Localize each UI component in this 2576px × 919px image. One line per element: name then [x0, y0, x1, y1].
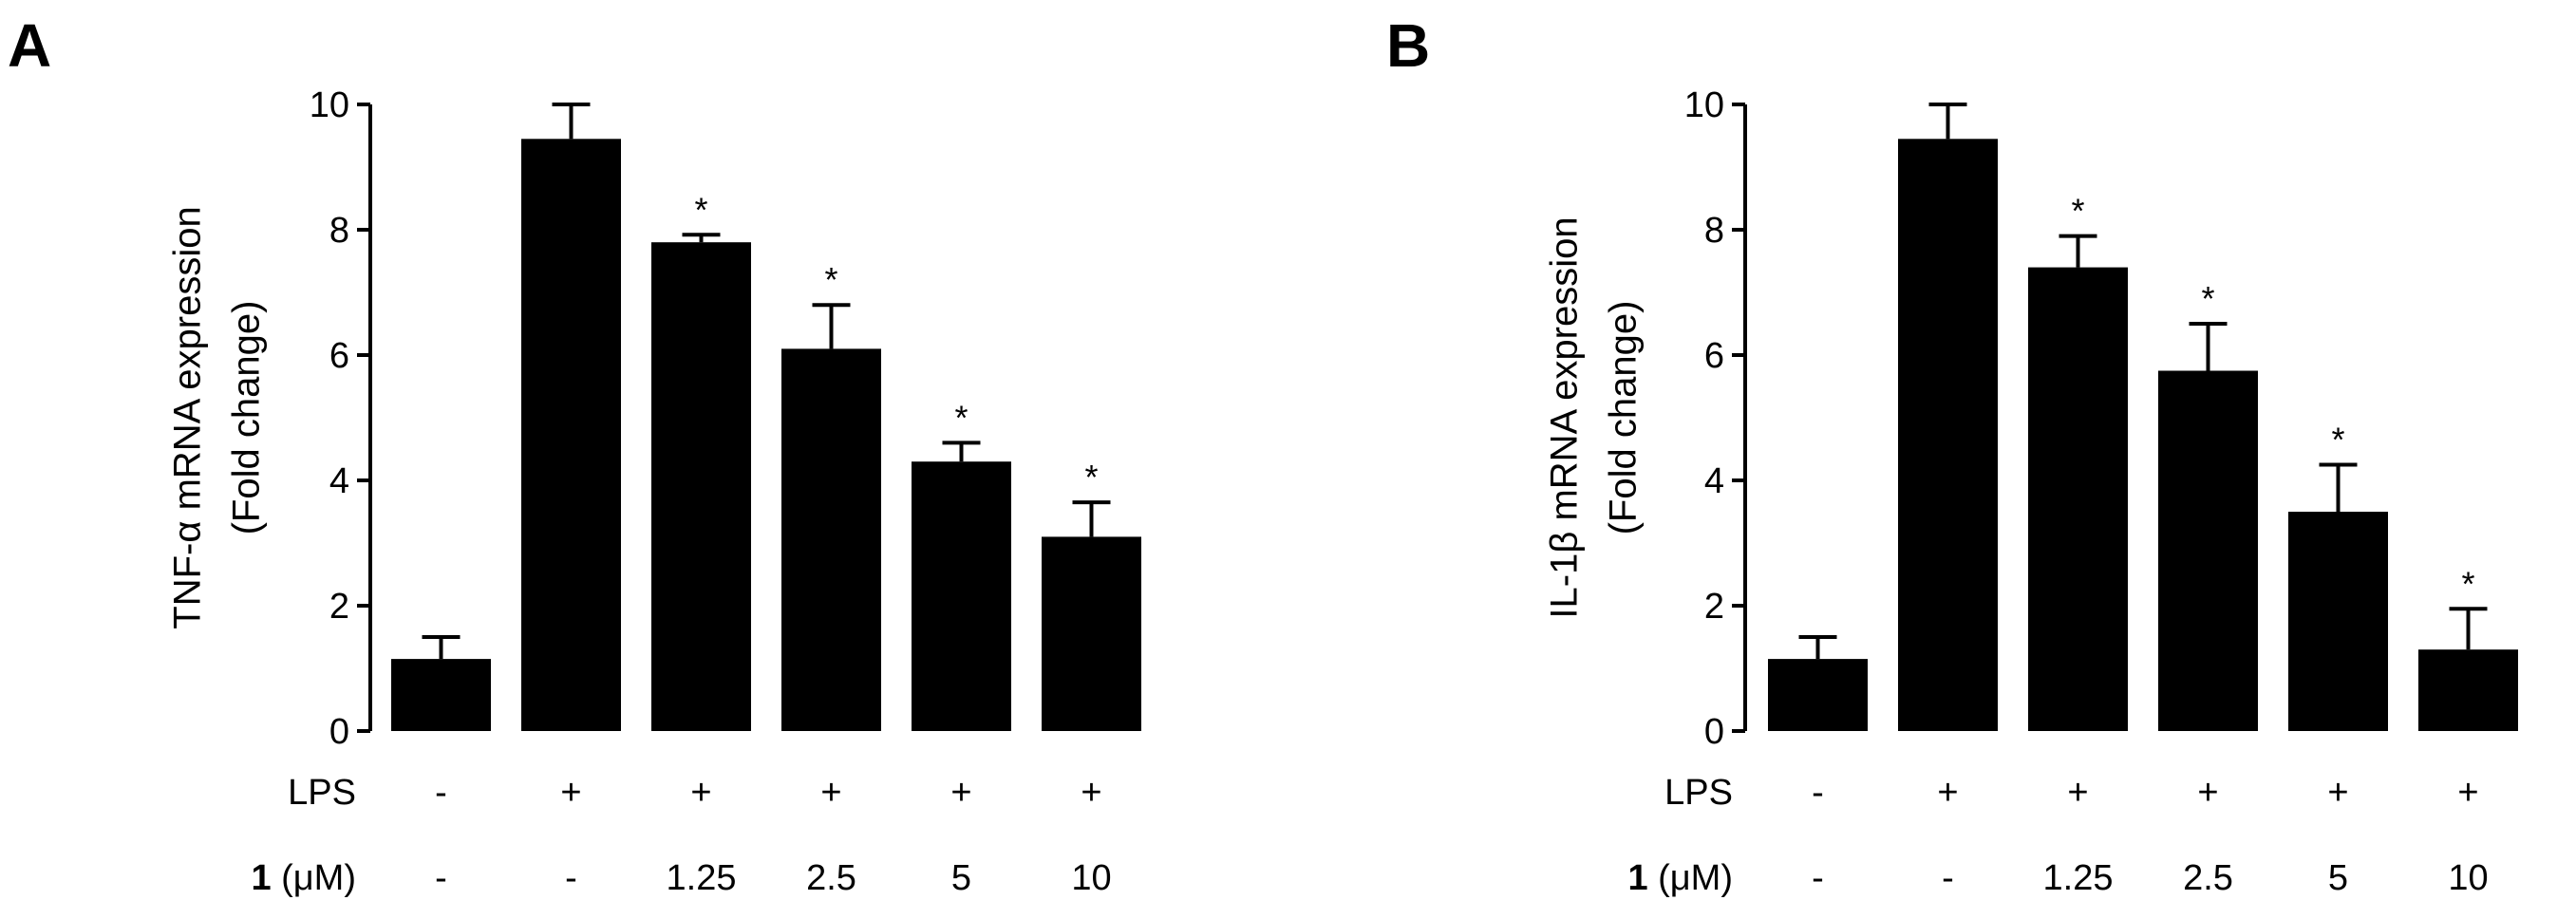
- compound-concentration-label: 1.25: [667, 858, 737, 898]
- row-label-lps: LPS: [1664, 773, 1733, 813]
- bar: [2028, 267, 2128, 731]
- y-axis-title-unit: (Fold change): [1603, 301, 1645, 535]
- y-tick-label: 2: [329, 587, 349, 627]
- bar: [1768, 659, 1868, 731]
- significance-star: *: [954, 398, 968, 437]
- panel-letter: B: [1386, 11, 1430, 80]
- compound-concentration-label: 5: [951, 858, 971, 898]
- compound-concentration-label: -: [565, 858, 577, 898]
- compound-number: 1: [251, 858, 271, 898]
- chart-panel-a: A 0 2 4 6 8 10 TNF-α mRNA expression (Fold chang…: [8, 11, 1141, 898]
- y-tick-label: 6: [1704, 336, 1724, 376]
- significance-star: *: [1084, 458, 1098, 497]
- significance-star: *: [2331, 421, 2344, 460]
- lps-condition-label: +: [1937, 773, 1958, 813]
- lps-condition-label: +: [2067, 773, 2088, 813]
- bar: [1042, 536, 1141, 731]
- lps-condition-label: +: [2457, 773, 2478, 813]
- y-axis-title: TNF-α mRNA expression: [167, 206, 209, 628]
- bar: [2158, 370, 2258, 731]
- y-tick-label: 0: [329, 712, 349, 752]
- compound-unit: (μM): [272, 858, 356, 898]
- compound-concentration-label: -: [1812, 858, 1824, 898]
- row-label-lps: LPS: [288, 773, 356, 813]
- y-tick-label: 4: [1704, 461, 1724, 501]
- lps-condition-label: +: [2197, 773, 2218, 813]
- compound-concentration-label: 5: [2328, 858, 2348, 898]
- compound-concentration-label: -: [435, 858, 447, 898]
- y-tick-label: 0: [1704, 712, 1724, 752]
- lps-condition-label: +: [690, 773, 711, 813]
- compound-unit: (μM): [1648, 858, 1733, 898]
- lps-condition-label: +: [820, 773, 841, 813]
- row-label-compound: 1 (μM): [251, 858, 356, 898]
- chart-panel-b: B 0 2 4 6 8 10 IL-1β mRNA expression (Fold chang…: [1386, 11, 2518, 898]
- lps-condition-label: +: [950, 773, 971, 813]
- lps-condition-label: -: [435, 773, 447, 813]
- lps-condition-label: +: [1081, 773, 1101, 813]
- y-tick-label: 10: [1684, 85, 1724, 125]
- bar: [781, 348, 881, 731]
- significance-star: *: [2461, 564, 2474, 603]
- lps-condition-label: +: [2327, 773, 2348, 813]
- significance-star: *: [2071, 192, 2084, 231]
- y-tick-label: 10: [310, 85, 349, 125]
- panel-letter: A: [8, 11, 51, 80]
- y-tick-label: 2: [1704, 587, 1724, 627]
- bar: [521, 139, 621, 732]
- bar: [2418, 649, 2518, 731]
- compound-number: 1: [1627, 858, 1647, 898]
- y-axis-title: IL-1β mRNA expression: [1544, 216, 1586, 618]
- compound-concentration-label: 10: [2448, 858, 2488, 898]
- compound-concentration-label: -: [1942, 858, 1954, 898]
- significance-star: *: [694, 190, 707, 229]
- lps-condition-label: +: [560, 773, 581, 813]
- compound-concentration-label: 2.5: [806, 858, 856, 898]
- y-axis-title-unit: (Fold change): [226, 301, 268, 535]
- y-tick-label: 8: [329, 211, 349, 251]
- significance-star: *: [2201, 279, 2214, 318]
- y-tick-label: 6: [329, 336, 349, 376]
- bar: [2288, 512, 2388, 731]
- lps-condition-label: -: [1812, 773, 1824, 813]
- significance-star: *: [824, 260, 837, 299]
- compound-concentration-label: 1.25: [2043, 858, 2114, 898]
- y-tick-label: 4: [329, 461, 349, 501]
- y-tick-label: 8: [1704, 211, 1724, 251]
- bar: [391, 659, 491, 731]
- bar: [651, 242, 751, 731]
- compound-concentration-label: 10: [1071, 858, 1111, 898]
- bar: [1898, 139, 1998, 732]
- compound-concentration-label: 2.5: [2183, 858, 2233, 898]
- bar: [912, 461, 1011, 731]
- row-label-compound: 1 (μM): [1627, 858, 1733, 898]
